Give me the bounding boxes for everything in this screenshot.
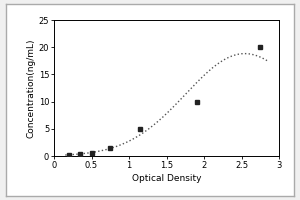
Y-axis label: Concentration(ng/mL): Concentration(ng/mL)	[27, 38, 36, 138]
X-axis label: Optical Density: Optical Density	[132, 174, 201, 183]
